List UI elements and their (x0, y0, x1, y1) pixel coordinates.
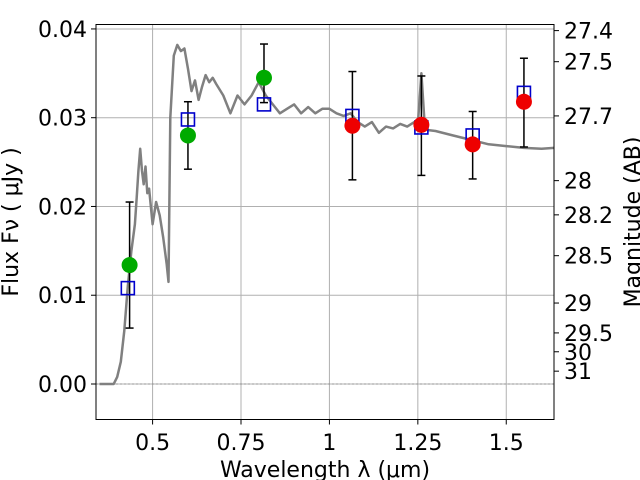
y-axis-ticks: 0.00 0.01 0.02 0.03 0.04 (38, 18, 96, 398)
x-axis-ticks: 0.5 0.75 1 1.25 1.5 (135, 419, 524, 456)
y2-tick-label: 31 (564, 360, 592, 385)
observed-flux-point (344, 117, 361, 134)
y2-tick-label: 27.4 (564, 20, 613, 45)
x-tick-label: 0.5 (135, 431, 170, 456)
y2-tick-label: 30 (564, 341, 592, 366)
plot-frame (95, 24, 555, 420)
y2-tick-label: 28.2 (564, 204, 613, 229)
observed-flux-point (515, 93, 532, 110)
model-flux-square (180, 112, 196, 127)
y2-tick-label: 27.7 (564, 105, 613, 130)
y2-tick-label: 27.5 (564, 51, 613, 76)
y2-tick-label: 28.5 (564, 245, 613, 270)
y-tick-label: 0.02 (38, 195, 87, 220)
error-bar-layer (125, 43, 528, 329)
y2-tick-label: 29 (564, 292, 592, 317)
y2-tick-label: 29.5 (564, 322, 613, 347)
x-tick-label: 1.25 (393, 431, 442, 456)
y-axis-label: Flux Fν ( μJy ) (0, 147, 24, 296)
observed-flux-point (121, 257, 138, 274)
observed-flux-point (255, 69, 272, 86)
observed-flux-point (413, 116, 430, 133)
observed-point-layer (121, 69, 532, 274)
x-tick-label: 0.75 (217, 431, 266, 456)
model-flux-square (256, 97, 272, 112)
x-axis-label: Wavelength λ (μm) (220, 458, 430, 480)
y2-tick-label: 28 (564, 170, 592, 195)
grid-lines (96, 24, 554, 420)
sed-template-line (99, 43, 555, 386)
model-flux-square (120, 280, 136, 296)
sed-layer (99, 43, 555, 386)
observed-flux-point (179, 127, 196, 144)
y-tick-label: 0.01 (38, 284, 87, 309)
x-tick-label: 1.5 (489, 431, 524, 456)
y2-axis-label: Magnitude (AB) (621, 137, 640, 308)
y-tick-label: 0.04 (38, 18, 87, 43)
y-tick-label: 0.03 (38, 107, 87, 132)
observed-flux-point (464, 136, 481, 153)
y-tick-label: 0.00 (38, 373, 87, 398)
x-tick-label: 1 (322, 431, 336, 456)
